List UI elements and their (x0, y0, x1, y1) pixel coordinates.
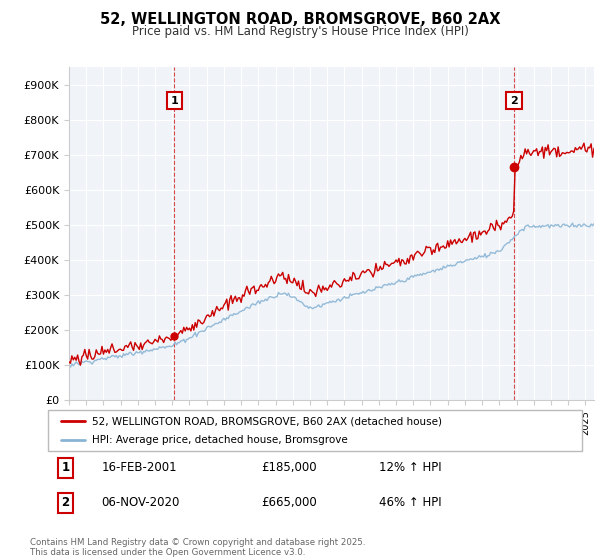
Text: 16-FEB-2001: 16-FEB-2001 (101, 461, 177, 474)
Text: 52, WELLINGTON ROAD, BROMSGROVE, B60 2AX: 52, WELLINGTON ROAD, BROMSGROVE, B60 2AX (100, 12, 500, 27)
Text: 2: 2 (61, 496, 70, 509)
Text: 12% ↑ HPI: 12% ↑ HPI (379, 461, 442, 474)
Text: HPI: Average price, detached house, Bromsgrove: HPI: Average price, detached house, Brom… (92, 435, 347, 445)
Text: 1: 1 (61, 461, 70, 474)
Text: £185,000: £185,000 (262, 461, 317, 474)
Text: Price paid vs. HM Land Registry's House Price Index (HPI): Price paid vs. HM Land Registry's House … (131, 25, 469, 38)
Text: 46% ↑ HPI: 46% ↑ HPI (379, 496, 442, 509)
Text: 1: 1 (170, 96, 178, 105)
Text: Contains HM Land Registry data © Crown copyright and database right 2025.
This d: Contains HM Land Registry data © Crown c… (30, 538, 365, 557)
Text: 52, WELLINGTON ROAD, BROMSGROVE, B60 2AX (detached house): 52, WELLINGTON ROAD, BROMSGROVE, B60 2AX… (92, 417, 442, 426)
Text: 2: 2 (510, 96, 518, 105)
Text: 06-NOV-2020: 06-NOV-2020 (101, 496, 180, 509)
FancyBboxPatch shape (48, 410, 582, 451)
Text: £665,000: £665,000 (262, 496, 317, 509)
